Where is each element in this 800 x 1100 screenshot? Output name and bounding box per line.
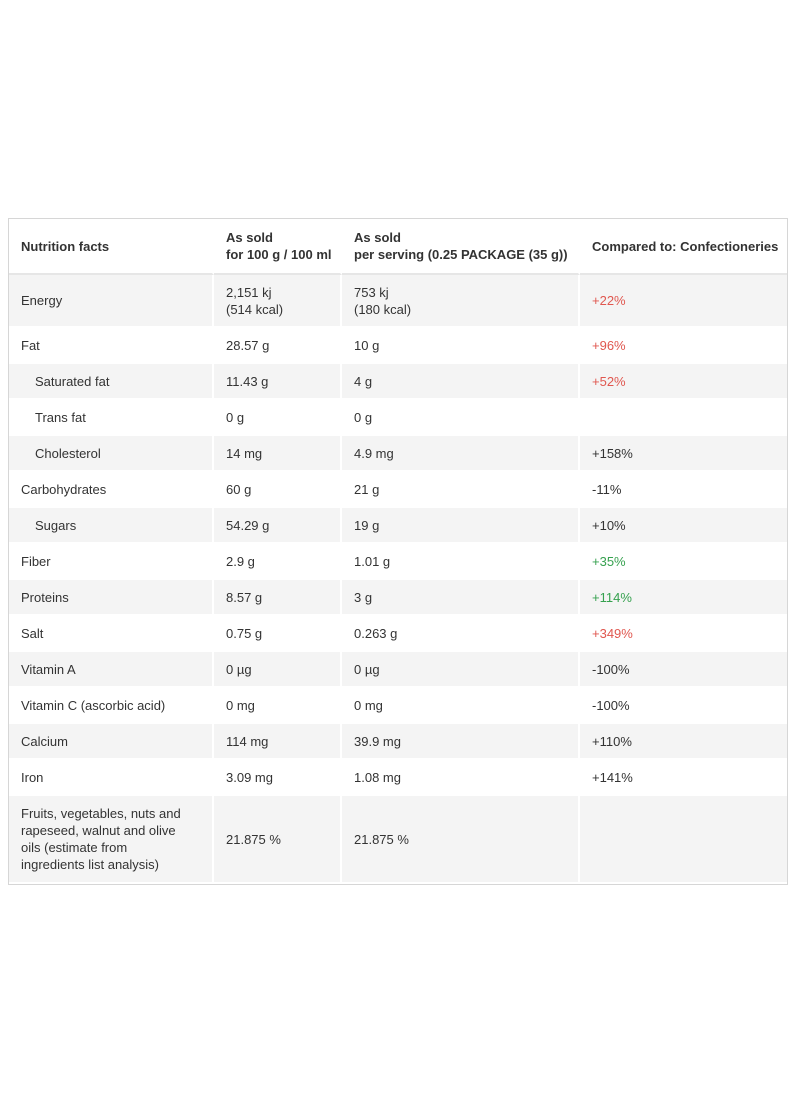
value-per-100g: 114 mg xyxy=(214,724,342,760)
value-per-serving: 4.9 mg xyxy=(342,436,580,472)
compare-value: -100% xyxy=(580,652,787,688)
value-per-serving: 0 µg xyxy=(342,652,580,688)
value-per-serving: 21 g xyxy=(342,472,580,508)
row-trans-fat: Trans fat 0 g 0 g xyxy=(9,400,787,436)
compare-value: +349% xyxy=(580,616,787,652)
compare-value xyxy=(580,796,787,884)
nutrient-name: Fiber xyxy=(9,544,214,580)
row-vitamin-c: Vitamin C (ascorbic acid) 0 mg 0 mg -100… xyxy=(9,688,787,724)
value-per-100g: 0.75 g xyxy=(214,616,342,652)
compare-value: +110% xyxy=(580,724,787,760)
value-per-100g: 0 mg xyxy=(214,688,342,724)
compare-value: -11% xyxy=(580,472,787,508)
nutrient-name: Calcium xyxy=(9,724,214,760)
nutrient-name: Trans fat xyxy=(9,400,214,436)
row-cholesterol: Cholesterol 14 mg 4.9 mg +158% xyxy=(9,436,787,472)
row-energy: Energy 2,151 kj (514 kcal) 753 kj (180 k… xyxy=(9,275,787,328)
value-per-100g: 2.9 g xyxy=(214,544,342,580)
nutrient-name: Vitamin C (ascorbic acid) xyxy=(9,688,214,724)
nutrient-name: Energy xyxy=(9,275,214,328)
row-saturated-fat: Saturated fat 11.43 g 4 g +52% xyxy=(9,364,787,400)
compare-value: +141% xyxy=(580,760,787,796)
value-per-serving: 0 g xyxy=(342,400,580,436)
value-per-serving: 0.263 g xyxy=(342,616,580,652)
header-nutrition-facts: Nutrition facts xyxy=(9,219,214,275)
nutrient-name: Cholesterol xyxy=(9,436,214,472)
value-per-serving: 1.01 g xyxy=(342,544,580,580)
value-per-serving: 0 mg xyxy=(342,688,580,724)
nutrient-name: Salt xyxy=(9,616,214,652)
value-per-100g: 11.43 g xyxy=(214,364,342,400)
nutrient-name: Iron xyxy=(9,760,214,796)
row-fat: Fat 28.57 g 10 g +96% xyxy=(9,328,787,364)
compare-value: +114% xyxy=(580,580,787,616)
header-per-100g: As sold for 100 g / 100 ml xyxy=(214,219,342,275)
value-per-100g: 0 µg xyxy=(214,652,342,688)
nutrient-name: Sugars xyxy=(9,508,214,544)
value-per-serving: 1.08 mg xyxy=(342,760,580,796)
compare-value: +10% xyxy=(580,508,787,544)
value-per-serving: 3 g xyxy=(342,580,580,616)
nutrient-name: Carbohydrates xyxy=(9,472,214,508)
value-per-100g: 21.875 % xyxy=(214,796,342,884)
nutrient-name: Vitamin A xyxy=(9,652,214,688)
row-proteins: Proteins 8.57 g 3 g +114% xyxy=(9,580,787,616)
value-per-serving: 39.9 mg xyxy=(342,724,580,760)
header-per-serving: As sold per serving (0.25 PACKAGE (35 g)… xyxy=(342,219,580,275)
header-per-serving-line2: per serving (0.25 PACKAGE (35 g)) xyxy=(354,247,568,262)
compare-value: +35% xyxy=(580,544,787,580)
nutrient-name: Saturated fat xyxy=(9,364,214,400)
header-per-100g-line2: for 100 g / 100 ml xyxy=(226,247,332,262)
compare-value: -100% xyxy=(580,688,787,724)
nutrient-name: Proteins xyxy=(9,580,214,616)
row-fiber: Fiber 2.9 g 1.01 g +35% xyxy=(9,544,787,580)
compare-value xyxy=(580,400,787,436)
compare-value: +96% xyxy=(580,328,787,364)
value-per-100g: 28.57 g xyxy=(214,328,342,364)
row-vitamin-a: Vitamin A 0 µg 0 µg -100% xyxy=(9,652,787,688)
value-per-100g: 8.57 g xyxy=(214,580,342,616)
compare-value: +22% xyxy=(580,275,787,328)
value-per-100g: 3.09 mg xyxy=(214,760,342,796)
compare-value: +52% xyxy=(580,364,787,400)
row-calcium: Calcium 114 mg 39.9 mg +110% xyxy=(9,724,787,760)
row-carbohydrates: Carbohydrates 60 g 21 g -11% xyxy=(9,472,787,508)
row-salt: Salt 0.75 g 0.263 g +349% xyxy=(9,616,787,652)
value-per-100g: 60 g xyxy=(214,472,342,508)
header-per-100g-line1: As sold xyxy=(226,230,273,245)
table-header-row: Nutrition facts As sold for 100 g / 100 … xyxy=(9,219,787,275)
compare-value: +158% xyxy=(580,436,787,472)
value-per-serving: 4 g xyxy=(342,364,580,400)
value-per-serving: 10 g xyxy=(342,328,580,364)
value-per-100g: 0 g xyxy=(214,400,342,436)
nutrition-table-container: Nutrition facts As sold for 100 g / 100 … xyxy=(8,218,788,885)
nutrient-name: Fruits, vegetables, nuts and rapeseed, w… xyxy=(9,796,214,884)
value-per-serving: 21.875 % xyxy=(342,796,580,884)
nutrition-facts-table: Nutrition facts As sold for 100 g / 100 … xyxy=(9,219,787,884)
header-compared-to: Compared to: Confectioneries xyxy=(580,219,787,275)
row-sugars: Sugars 54.29 g 19 g +10% xyxy=(9,508,787,544)
value-per-serving: 19 g xyxy=(342,508,580,544)
value-per-100g: 54.29 g xyxy=(214,508,342,544)
header-per-serving-line1: As sold xyxy=(354,230,401,245)
nutrient-name: Fat xyxy=(9,328,214,364)
row-iron: Iron 3.09 mg 1.08 mg +141% xyxy=(9,760,787,796)
value-per-100g: 2,151 kj (514 kcal) xyxy=(214,275,342,328)
value-per-serving: 753 kj (180 kcal) xyxy=(342,275,580,328)
row-fruits-vegetables-nuts: Fruits, vegetables, nuts and rapeseed, w… xyxy=(9,796,787,884)
value-per-100g: 14 mg xyxy=(214,436,342,472)
